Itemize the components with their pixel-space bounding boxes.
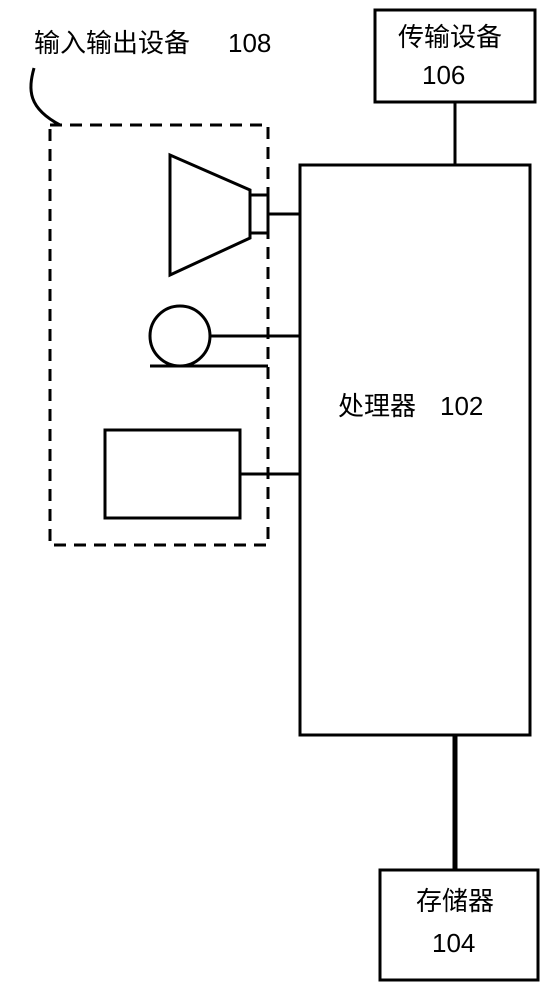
io-group-brace bbox=[31, 68, 60, 125]
io-group-number: 108 bbox=[228, 28, 271, 58]
memory-label: 存储器 bbox=[416, 886, 494, 916]
rect-device-icon bbox=[105, 430, 240, 518]
processor-label: 处理器 bbox=[338, 391, 416, 421]
io-group-label: 输入输出设备 bbox=[34, 28, 190, 58]
circle-device-icon bbox=[150, 306, 210, 366]
speaker-icon bbox=[170, 155, 250, 275]
transport-number: 106 bbox=[422, 60, 465, 90]
memory-number: 104 bbox=[432, 928, 475, 958]
processor-number: 102 bbox=[440, 391, 483, 421]
transport-label: 传输设备 bbox=[398, 22, 502, 52]
speaker-body-icon bbox=[250, 195, 268, 233]
processor-box bbox=[300, 165, 530, 735]
